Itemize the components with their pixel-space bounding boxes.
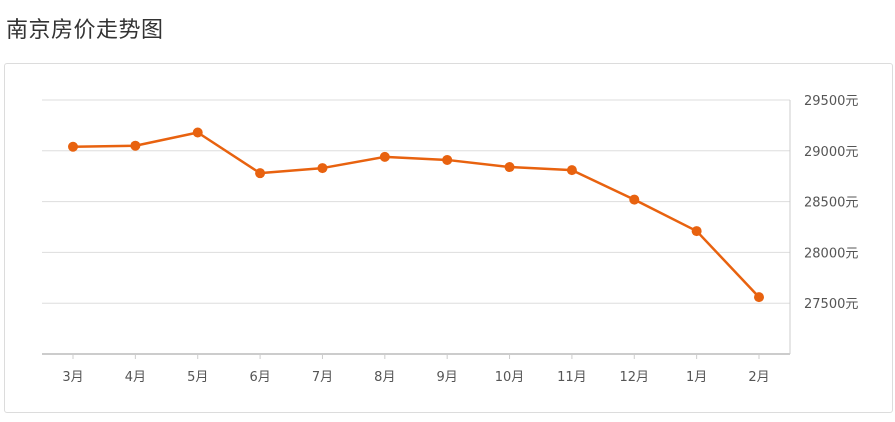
x-tick-label: 1月 <box>686 370 707 385</box>
data-point[interactable] <box>255 168 266 179</box>
x-tick-label: 6月 <box>249 370 270 385</box>
y-tick-label: 28000元 <box>804 246 858 261</box>
x-tick-label: 10月 <box>495 370 525 385</box>
data-point[interactable] <box>504 162 515 173</box>
data-point[interactable] <box>566 165 577 176</box>
x-tick-label: 9月 <box>437 370 458 385</box>
x-tick-label: 4月 <box>125 370 146 385</box>
y-tick-label: 29000元 <box>804 145 858 160</box>
x-tick-label: 2月 <box>748 370 769 385</box>
x-tick-labels: 3月 4月 5月 6月 7月 8月 9月 10月 11月 12月 1月 2月 <box>62 370 769 385</box>
data-point[interactable] <box>192 127 203 138</box>
y-tick-label: 29500元 <box>804 94 858 109</box>
x-tick-label: 8月 <box>374 370 395 385</box>
x-tick-label: 7月 <box>312 370 333 385</box>
axis-layer <box>42 100 791 359</box>
x-tick-label: 3月 <box>62 370 83 385</box>
data-point[interactable] <box>629 194 640 205</box>
x-tick-label: 12月 <box>619 370 649 385</box>
data-point[interactable] <box>130 140 141 151</box>
x-tick-label: 11月 <box>557 370 587 385</box>
y-tick-labels: 29500元 29000元 28500元 28000元 27500元 <box>804 94 858 312</box>
series-line <box>72 131 760 298</box>
data-point[interactable] <box>317 163 328 174</box>
x-tick-label: 5月 <box>187 370 208 385</box>
data-point[interactable] <box>379 151 390 162</box>
data-point[interactable] <box>442 154 453 165</box>
data-point[interactable] <box>754 292 764 303</box>
data-point[interactable] <box>68 141 78 152</box>
y-tick-label: 27500元 <box>804 297 858 312</box>
y-tick-label: 28500元 <box>804 196 858 211</box>
series-layer <box>68 127 764 303</box>
page-title: 南京房价走势图 <box>6 18 164 43</box>
data-point[interactable] <box>691 226 702 237</box>
grid-layer <box>42 99 790 304</box>
